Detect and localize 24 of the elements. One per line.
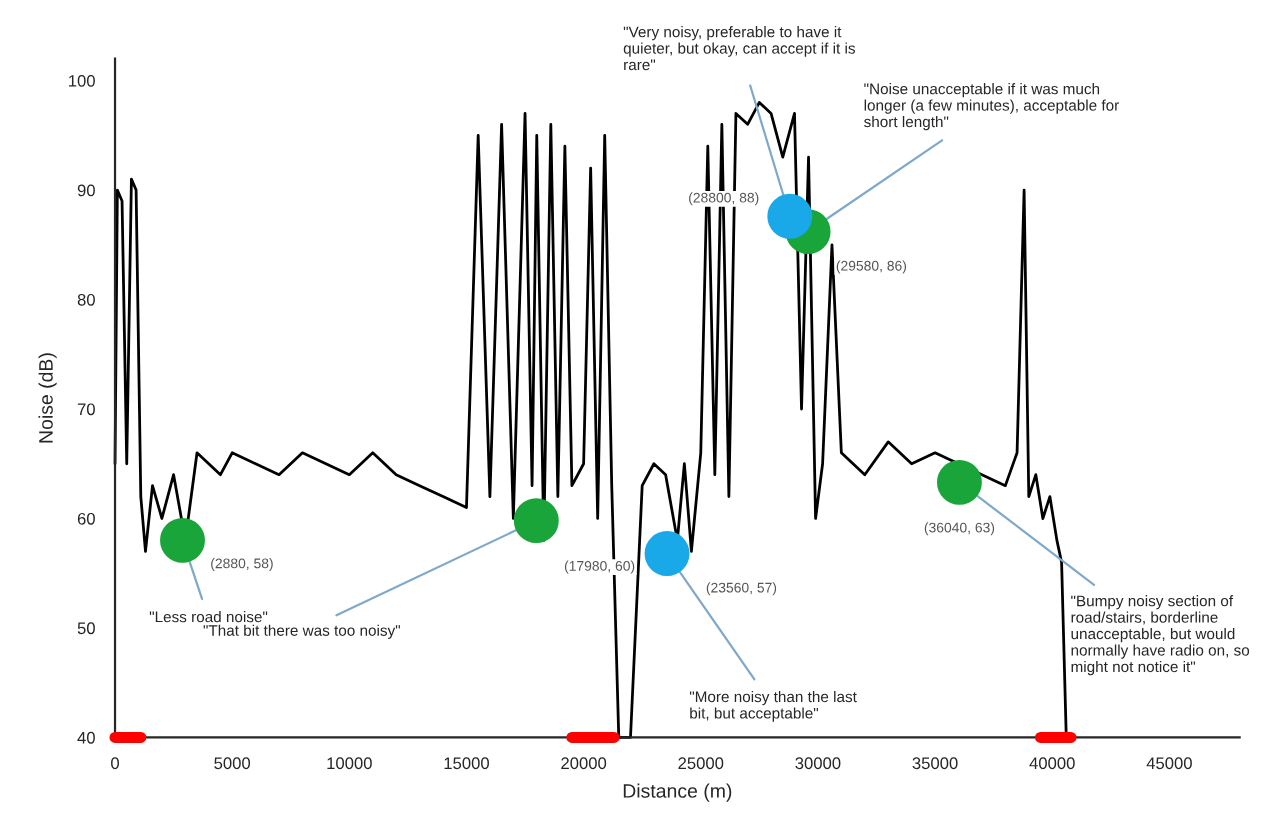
y-tick-label: 40 [77, 731, 95, 744]
y-axis-title: Noise (dB) [38, 353, 57, 443]
point [513, 498, 559, 544]
x-tick-label: 45000 [1146, 757, 1192, 770]
x-tick-label: 0 [111, 757, 119, 770]
x-tick-label: 40000 [1029, 757, 1075, 770]
x-tick-label: 20000 [561, 757, 607, 770]
point [767, 193, 813, 239]
point [644, 531, 690, 576]
x-tick-label: 35000 [912, 757, 958, 770]
y-tick-label: 80 [77, 293, 95, 306]
x-tick-label: 25000 [678, 757, 724, 770]
x-tick-label: 10000 [327, 757, 372, 770]
x-axis-title: Distance (m) [623, 783, 732, 802]
point [160, 517, 205, 563]
point [936, 459, 982, 505]
x-tick-label: 30000 [795, 757, 841, 770]
y-tick-label: 70 [77, 403, 95, 416]
y-tick-label: 90 [77, 184, 95, 197]
x-tick-label: 5000 [214, 757, 251, 770]
y-tick-label: 50 [77, 622, 95, 635]
y-tick-label: 60 [77, 512, 95, 525]
y-tick-label: 100 [69, 74, 95, 87]
x-tick-label: 15000 [444, 757, 489, 770]
